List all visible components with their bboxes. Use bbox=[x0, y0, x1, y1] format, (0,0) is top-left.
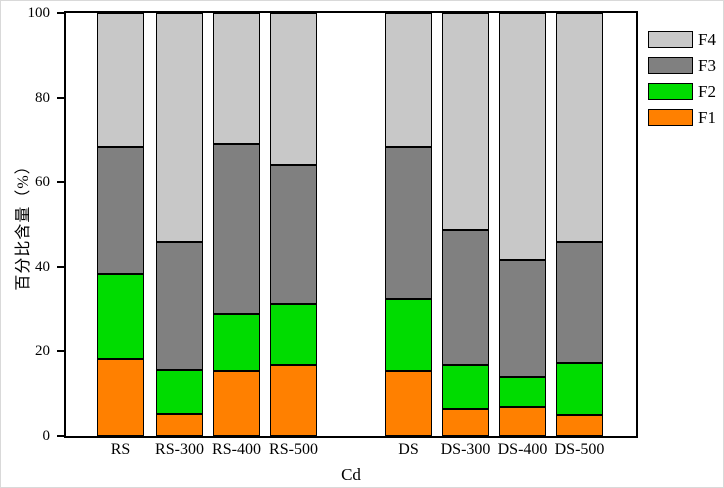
legend-swatch-F3 bbox=[648, 57, 693, 74]
bar-DS-300 bbox=[442, 13, 489, 436]
plot-frame bbox=[64, 11, 638, 438]
x-tick-label-DS-500: DS-500 bbox=[554, 441, 605, 458]
legend-label-F3: F3 bbox=[698, 56, 716, 75]
y-tick-mark-60 bbox=[57, 181, 64, 184]
segment-F3-RS-300 bbox=[156, 241, 203, 371]
x-tick-label-DS-300: DS-300 bbox=[440, 441, 491, 458]
x-tick-label-RS-400: RS-400 bbox=[212, 441, 261, 458]
segment-F4-RS-400 bbox=[213, 13, 260, 145]
y-tick-mark-40 bbox=[57, 265, 64, 268]
segment-F2-RS-500 bbox=[270, 304, 317, 365]
segment-F4-RS-500 bbox=[270, 13, 317, 165]
x-axis-title: Cd bbox=[341, 465, 361, 484]
segment-F4-DS-500 bbox=[556, 13, 603, 242]
segment-F2-DS-500 bbox=[556, 362, 603, 415]
legend-item-F4: F4 bbox=[648, 31, 716, 48]
segment-F4-DS-300 bbox=[442, 13, 489, 231]
segment-F2-DS-300 bbox=[442, 364, 489, 410]
segment-F1-RS bbox=[97, 358, 144, 436]
segment-F1-DS-400 bbox=[499, 406, 546, 436]
y-tick-label-0: 0 bbox=[42, 428, 51, 444]
segment-F4-DS bbox=[385, 13, 432, 147]
segment-F4-RS-300 bbox=[156, 13, 203, 242]
segment-F1-RS-500 bbox=[270, 364, 317, 436]
legend-label-F4: F4 bbox=[698, 30, 716, 49]
segment-F2-RS bbox=[97, 273, 144, 359]
y-tick-label-40: 40 bbox=[35, 258, 50, 275]
y-tick-mark-20 bbox=[57, 350, 64, 353]
segment-F3-DS bbox=[385, 146, 432, 300]
segment-F1-DS bbox=[385, 370, 432, 436]
plot-area bbox=[64, 11, 638, 438]
x-tick-label-DS: DS bbox=[398, 441, 419, 458]
segment-F3-DS-400 bbox=[499, 260, 546, 378]
segment-F2-RS-300 bbox=[156, 370, 203, 415]
bar-RS-400 bbox=[213, 13, 260, 436]
y-tick-mark-100 bbox=[57, 12, 64, 14]
x-tick-label-RS: RS bbox=[110, 441, 131, 458]
x-axis-tick-labels: RS RS-300 RS-400 RS-500 DS DS-300 DS-400 DS-500 bbox=[66, 441, 636, 463]
segment-F1-DS-500 bbox=[556, 414, 603, 436]
segment-F3-DS-500 bbox=[556, 241, 603, 363]
y-tick-label-80: 80 bbox=[35, 89, 50, 106]
segment-F3-RS bbox=[97, 146, 144, 274]
segment-F3-RS-400 bbox=[213, 144, 260, 315]
legend-label-F2: F2 bbox=[698, 82, 716, 101]
legend-swatch-F2 bbox=[648, 83, 693, 100]
segment-F1-RS-400 bbox=[213, 370, 260, 436]
y-axis: 0 20 40 60 80 100 bbox=[1, 5, 66, 444]
segment-F4-RS bbox=[97, 13, 144, 147]
y-tick-mark-0 bbox=[57, 435, 64, 437]
y-tick-label-100: 100 bbox=[27, 5, 51, 21]
bar-RS bbox=[97, 13, 144, 436]
segment-F2-DS bbox=[385, 299, 432, 371]
legend-item-F1: F1 bbox=[648, 109, 716, 126]
y-tick-mark-80 bbox=[57, 96, 64, 99]
segment-F3-RS-500 bbox=[270, 164, 317, 305]
bar-DS bbox=[385, 13, 432, 436]
x-tick-label-RS-300: RS-300 bbox=[155, 441, 204, 458]
segment-F1-DS-300 bbox=[442, 409, 489, 436]
legend-item-F2: F2 bbox=[648, 83, 716, 100]
bar-DS-400 bbox=[499, 13, 546, 436]
segment-F1-RS-300 bbox=[156, 414, 203, 436]
x-tick-label-RS-500: RS-500 bbox=[269, 441, 318, 458]
y-tick-label-60: 60 bbox=[35, 174, 50, 191]
x-tick-label-DS-400: DS-400 bbox=[497, 441, 548, 458]
legend: F4 F3 F2 F1 bbox=[648, 31, 716, 135]
segment-F3-DS-300 bbox=[442, 230, 489, 365]
legend-label-F1: F1 bbox=[698, 108, 716, 127]
y-axis-title-text: 百分比含量（%） bbox=[15, 157, 32, 291]
legend-item-F3: F3 bbox=[648, 57, 716, 74]
segment-F4-DS-400 bbox=[499, 13, 546, 261]
bar-RS-500 bbox=[270, 13, 317, 436]
legend-swatch-F1 bbox=[648, 109, 693, 126]
y-tick-label-20: 20 bbox=[35, 343, 50, 360]
legend-swatch-F4 bbox=[648, 31, 693, 48]
segment-F2-RS-400 bbox=[213, 314, 260, 371]
segment-F2-DS-400 bbox=[499, 377, 546, 407]
bar-DS-500 bbox=[556, 13, 603, 436]
bar-RS-300 bbox=[156, 13, 203, 436]
